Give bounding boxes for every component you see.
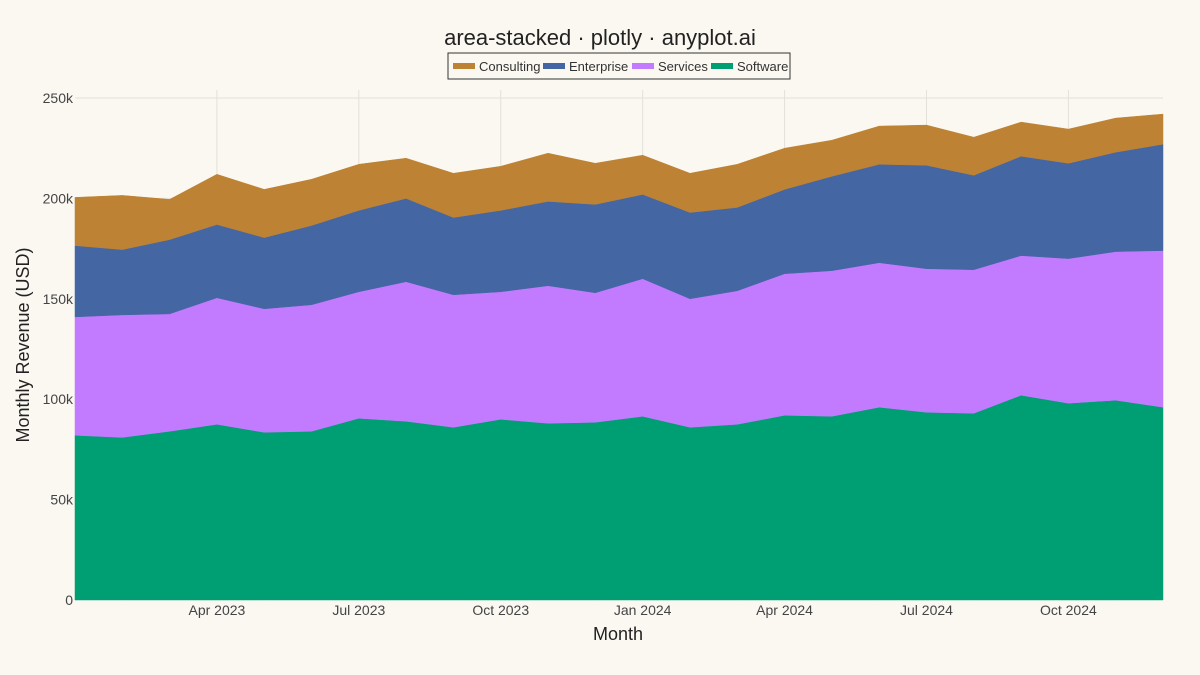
y-tick-label: 100k (43, 391, 74, 407)
x-axis-ticks: Apr 2023 Jul 2023 Oct 2023 Jan 2024 Apr 2024… (188, 602, 1097, 618)
legend-swatch-software[interactable] (711, 63, 733, 69)
x-tick-label: Oct 2023 (472, 602, 529, 618)
y-axis-ticks: 0 50k 100k 150k 200k 250k (43, 90, 74, 608)
legend-swatch-services[interactable] (632, 63, 654, 69)
y-tick-label: 0 (65, 592, 73, 608)
chart-title: area-stacked · plotly · anyplot.ai (444, 25, 756, 50)
legend[interactable]: Consulting Enterprise Services Software (447, 52, 791, 80)
y-tick-label: 50k (50, 492, 74, 508)
legend-label-enterprise[interactable]: Enterprise (569, 59, 628, 74)
series-areas (74, 113, 1164, 601)
legend-swatch-consulting[interactable] (453, 63, 475, 69)
x-axis-title: Month (593, 624, 643, 644)
y-tick-label: 200k (43, 190, 74, 206)
y-tick-label: 150k (43, 291, 74, 307)
x-tick-label: Oct 2024 (1040, 602, 1097, 618)
x-tick-label: Apr 2024 (756, 602, 813, 618)
area-consulting[interactable] (74, 113, 1164, 250)
legend-label-software[interactable]: Software (737, 59, 788, 74)
x-tick-label: Apr 2023 (188, 602, 245, 618)
legend-swatch-enterprise[interactable] (543, 63, 565, 69)
y-tick-label: 250k (43, 90, 74, 106)
legend-label-consulting[interactable]: Consulting (479, 59, 540, 74)
y-axis-title: Monthly Revenue (USD) (13, 247, 33, 442)
legend-label-services[interactable]: Services (658, 59, 708, 74)
x-tick-label: Jan 2024 (614, 602, 672, 618)
x-tick-label: Jul 2023 (332, 602, 385, 618)
x-tick-label: Jul 2024 (900, 602, 953, 618)
